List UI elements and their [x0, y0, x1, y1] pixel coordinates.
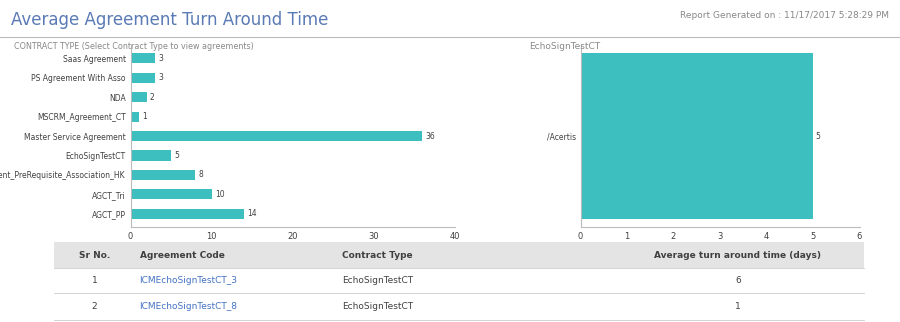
- Bar: [130, 150, 171, 160]
- Text: Average Agreement Turn Around Time: Average Agreement Turn Around Time: [11, 11, 328, 29]
- Bar: [580, 53, 813, 219]
- Bar: [130, 170, 195, 180]
- Bar: [54, 242, 864, 268]
- Bar: [130, 92, 147, 102]
- Text: 3: 3: [158, 73, 163, 82]
- Text: CONTRACT TYPE (Select Contract Type to view agreements): CONTRACT TYPE (Select Contract Type to v…: [14, 42, 253, 51]
- Bar: [130, 209, 244, 219]
- Bar: [130, 131, 422, 141]
- Text: EchoSignTestCT: EchoSignTestCT: [529, 42, 600, 51]
- Text: Sr No.: Sr No.: [79, 251, 110, 260]
- Text: 1: 1: [92, 276, 97, 285]
- Text: 8: 8: [199, 170, 203, 179]
- Text: 5: 5: [815, 132, 820, 140]
- Bar: [130, 112, 139, 122]
- Text: ICMEchoSignTestCT_8: ICMEchoSignTestCT_8: [140, 302, 238, 311]
- Text: EchoSignTestCT: EchoSignTestCT: [342, 276, 413, 285]
- Text: EchoSignTestCT: EchoSignTestCT: [342, 302, 413, 311]
- X-axis label: No. of Agreements: No. of Agreements: [672, 245, 768, 254]
- Bar: [130, 73, 155, 83]
- Text: 1: 1: [735, 302, 741, 311]
- Text: 2: 2: [92, 302, 97, 311]
- X-axis label: No. of Agreements: No. of Agreements: [245, 245, 340, 254]
- Text: 14: 14: [248, 209, 256, 218]
- Text: 1: 1: [142, 112, 147, 121]
- Bar: [130, 53, 155, 63]
- Text: 3: 3: [158, 54, 163, 63]
- Text: ICMEchoSignTestCT_3: ICMEchoSignTestCT_3: [140, 276, 238, 285]
- Text: 2: 2: [150, 93, 155, 102]
- Bar: [130, 189, 212, 199]
- Text: Contract Type: Contract Type: [342, 251, 412, 260]
- Text: 6: 6: [735, 276, 741, 285]
- Bar: [54, 268, 864, 293]
- Text: 10: 10: [215, 190, 224, 199]
- Text: Report Generated on : 11/17/2017 5:28:29 PM: Report Generated on : 11/17/2017 5:28:29…: [680, 11, 889, 20]
- Text: Average turn around time (days): Average turn around time (days): [654, 251, 822, 260]
- Bar: [54, 293, 864, 320]
- Text: 5: 5: [175, 151, 179, 160]
- Text: Agreement Code: Agreement Code: [140, 251, 224, 260]
- Text: 36: 36: [426, 132, 435, 140]
